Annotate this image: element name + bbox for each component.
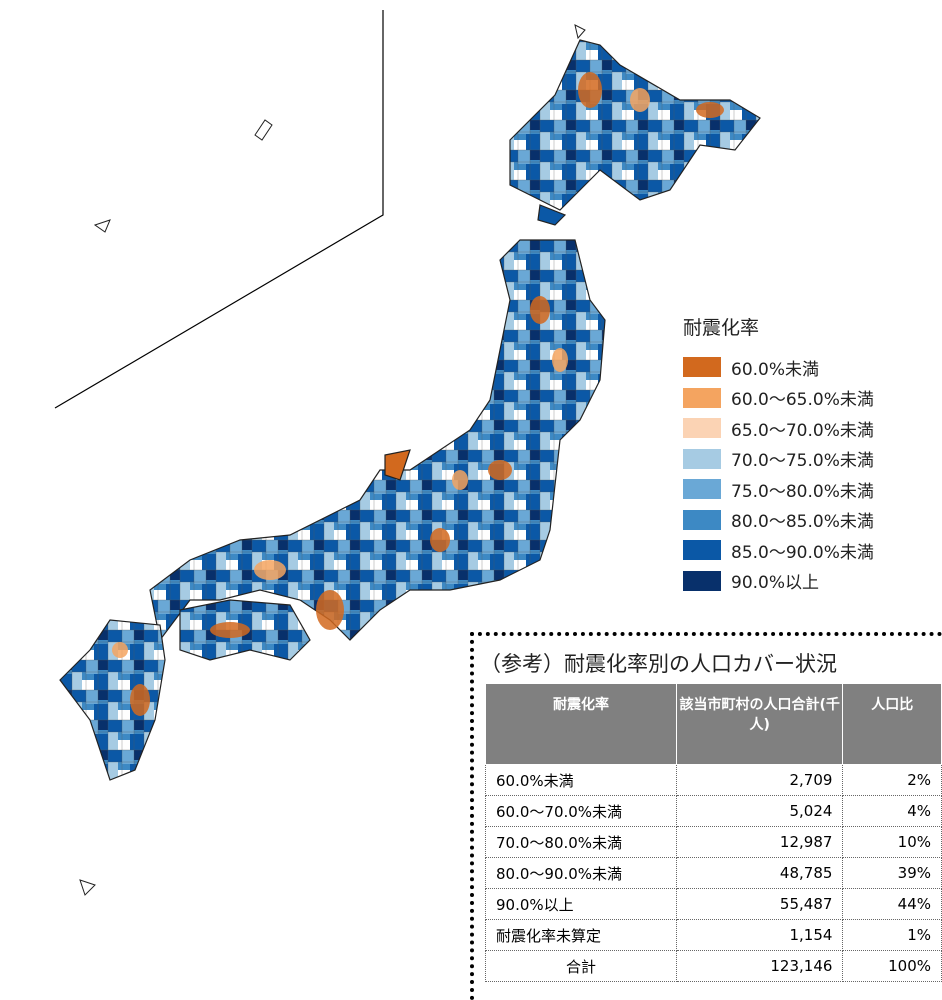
table-cell: 10% bbox=[843, 827, 942, 858]
table-cell: 90.0%以上 bbox=[486, 889, 677, 920]
legend-item: 65.0～70.0%未満 bbox=[683, 413, 874, 444]
table-cell: 12,987 bbox=[676, 827, 843, 858]
legend-swatch bbox=[683, 479, 721, 499]
inset-frame bbox=[55, 10, 383, 408]
column-header: 人口比 bbox=[843, 684, 942, 765]
table-cell: 80.0～90.0%未満 bbox=[486, 858, 677, 889]
legend-swatch bbox=[683, 449, 721, 469]
legend-swatch bbox=[683, 510, 721, 530]
table-cell: 39% bbox=[843, 858, 942, 889]
legend-label: 85.0～90.0%未満 bbox=[731, 538, 874, 563]
table-cell: 2% bbox=[843, 765, 942, 796]
legend-swatch bbox=[683, 571, 721, 591]
legend-item: 80.0～85.0%未満 bbox=[683, 505, 874, 536]
table-cell: 合計 bbox=[486, 951, 677, 982]
table-title: （参考）耐震化率別の人口カバー状況 bbox=[480, 648, 837, 678]
column-header: 耐震化率 bbox=[486, 684, 677, 765]
legend-label: 65.0～70.0%未満 bbox=[731, 416, 874, 441]
table-cell: 1,154 bbox=[676, 920, 843, 951]
legend-label: 70.0～75.0%未満 bbox=[731, 446, 874, 471]
table-cell: 5,024 bbox=[676, 796, 843, 827]
legend-label: 60.0～65.0%未満 bbox=[731, 385, 874, 410]
table-cell: 70.0～80.0%未満 bbox=[486, 827, 677, 858]
legend-swatch bbox=[683, 540, 721, 560]
legend-label: 60.0%未満 bbox=[731, 355, 819, 380]
column-header: 該当市町村の人口合計(千人) bbox=[676, 684, 843, 765]
table-cell: 60.0%未満 bbox=[486, 765, 677, 796]
table-cell: 耐震化率未算定 bbox=[486, 920, 677, 951]
legend-item: 60.0%未満 bbox=[683, 352, 874, 383]
legend-item: 70.0～75.0%未満 bbox=[683, 444, 874, 475]
legend-item: 60.0～65.0%未満 bbox=[683, 383, 874, 414]
table-cell: 123,146 bbox=[676, 951, 843, 982]
legend-label: 90.0%以上 bbox=[731, 568, 819, 593]
legend-items: 60.0%未満 60.0～65.0%未満 65.0～70.0%未満 70.0～75.0… bbox=[683, 352, 874, 596]
page: 耐震化率 60.0%未満 60.0～65.0%未満 65.0～70.0%未満 70.0… bbox=[0, 0, 942, 1000]
table-cell: 48,785 bbox=[676, 858, 843, 889]
legend: 耐震化率 60.0%未満 60.0～65.0%未満 65.0～70.0%未満 70.0… bbox=[683, 313, 874, 596]
table-cell: 1% bbox=[843, 920, 942, 951]
table-cell: 2,709 bbox=[676, 765, 843, 796]
table-cell: 44% bbox=[843, 889, 942, 920]
legend-swatch bbox=[683, 388, 721, 408]
legend-item: 85.0～90.0%未満 bbox=[683, 535, 874, 566]
legend-title: 耐震化率 bbox=[683, 313, 874, 340]
table-cell: 60.0～70.0%未満 bbox=[486, 796, 677, 827]
table-cell: 4% bbox=[843, 796, 942, 827]
legend-label: 75.0～80.0%未満 bbox=[731, 477, 874, 502]
legend-swatch bbox=[683, 357, 721, 377]
table-cell: 100% bbox=[843, 951, 942, 982]
table-cell: 55,487 bbox=[676, 889, 843, 920]
header-row: 耐震化率該当市町村の人口合計(千人)人口比 bbox=[486, 684, 942, 765]
legend-swatch bbox=[683, 418, 721, 438]
legend-label: 80.0～85.0%未満 bbox=[731, 507, 874, 532]
legend-item: 75.0～80.0%未満 bbox=[683, 474, 874, 505]
legend-item: 90.0%以上 bbox=[683, 566, 874, 597]
